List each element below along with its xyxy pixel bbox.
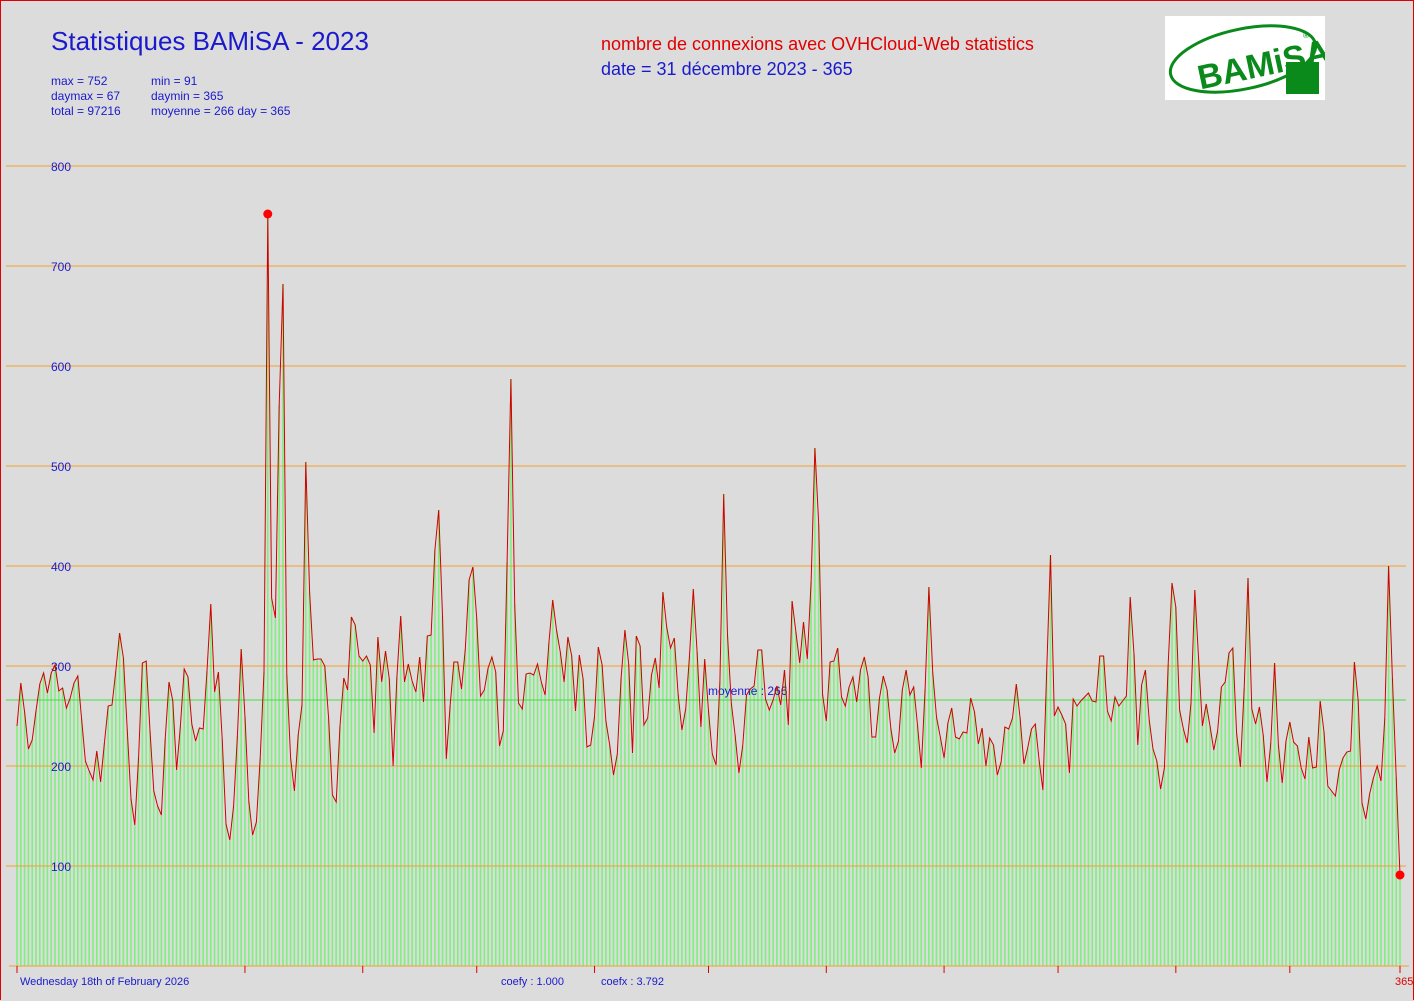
y-tick-label: 800 bbox=[51, 160, 71, 174]
bamisa-logo: BAMiSA ® bbox=[1165, 16, 1333, 100]
bars-group bbox=[16, 214, 1401, 966]
chart-title: Statistiques BAMiSA - 2023 bbox=[51, 26, 369, 56]
generated-date: Wednesday 18th of February 2026 bbox=[20, 976, 190, 988]
y-tick-label: 200 bbox=[51, 760, 71, 774]
coefx-label: coefx : 3.792 bbox=[601, 976, 664, 988]
highlight-point bbox=[263, 209, 273, 219]
y-tick-label: 700 bbox=[51, 260, 71, 274]
y-tick-label: 500 bbox=[51, 460, 71, 474]
stat-min: min = 91 bbox=[151, 74, 198, 88]
stat-total: total = 97216 bbox=[51, 104, 121, 118]
stat-moyenne-day: moyenne = 266 day = 365 bbox=[151, 104, 291, 118]
y-tick-label: 100 bbox=[51, 860, 71, 874]
coefy-label: coefy : 1.000 bbox=[501, 976, 564, 988]
stat-max: max = 752 bbox=[51, 74, 108, 88]
stat-daymin: daymin = 365 bbox=[151, 89, 224, 103]
date-line: date = 31 décembre 2023 - 365 bbox=[601, 59, 853, 79]
last-day-label: 365 bbox=[1395, 976, 1414, 988]
chart-subtitle: nombre de connexions avec OVHCloud-Web s… bbox=[601, 34, 1034, 54]
logo-registered-mark: ® bbox=[1303, 31, 1309, 40]
series-line bbox=[16, 213, 1401, 876]
average-label: moyenne : 266 bbox=[708, 684, 788, 698]
y-tick-label: 600 bbox=[51, 360, 71, 374]
y-tick-label: 400 bbox=[51, 560, 71, 574]
highlight-point bbox=[1395, 870, 1405, 880]
stat-daymax: daymax = 67 bbox=[51, 89, 121, 103]
